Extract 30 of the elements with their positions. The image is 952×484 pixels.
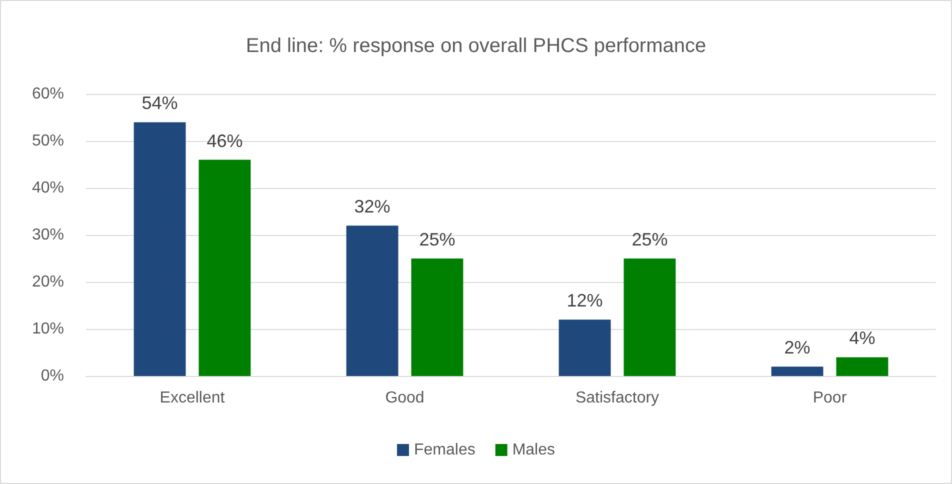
x-tick-label: Poor [812,390,848,406]
bar [624,258,676,376]
bar [346,226,398,376]
legend-label: Females [414,442,476,458]
y-tick-label: 40% [32,180,64,196]
data-label: 4% [849,328,876,348]
x-tick-label: Excellent [160,390,226,406]
legend-label: Males [512,442,556,458]
bar [558,320,611,376]
data-label: 2% [784,338,810,358]
data-label: 12% [566,290,603,311]
y-tick-label: 30% [32,226,64,244]
x-tick-label: Good [385,390,424,406]
bar [771,366,824,376]
x-tick-label: Satisfactory [575,390,660,406]
y-tick-label: 20% [32,274,64,290]
bar [411,258,464,376]
y-tick-label: 50% [32,132,64,150]
y-tick-label: 60% [32,86,64,102]
data-label: 46% [206,130,243,151]
y-tick-label: 10% [32,320,64,338]
bar [134,122,186,376]
bar [836,357,888,376]
y-tick-label: 0% [40,368,64,384]
bar [198,160,251,376]
data-label: 25% [419,230,456,250]
data-label: 25% [632,230,668,250]
data-label: 54% [142,93,178,114]
chart-title: End line: % response on overall PHCS performance [246,35,706,57]
data-label: 32% [354,196,390,217]
